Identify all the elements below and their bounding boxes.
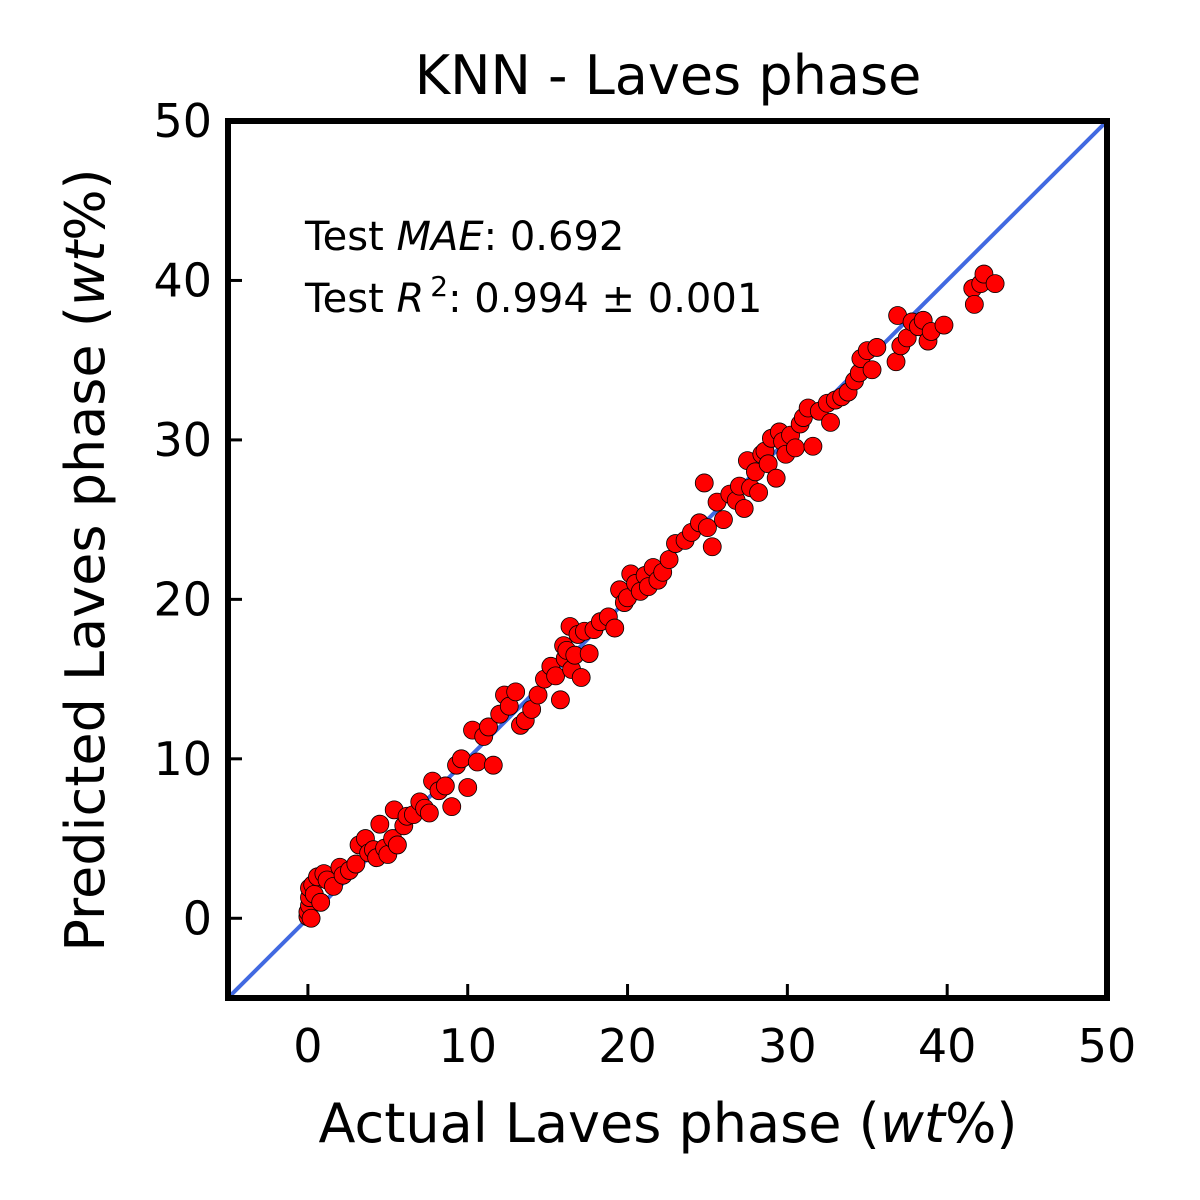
annotation-r2: Test R 2: 0.994 ± 0.001: [304, 270, 762, 322]
data-point: [479, 717, 498, 737]
data-point: [506, 682, 526, 702]
data-point: [803, 436, 823, 456]
data-point: [766, 468, 786, 488]
data-point: [571, 668, 591, 687]
data-point: [702, 537, 722, 557]
data-point: [964, 294, 984, 314]
data-point: [758, 454, 778, 474]
data-point: [605, 618, 625, 638]
chart-title: KNN - Laves phase: [415, 44, 922, 107]
data-point: [714, 510, 733, 530]
y-tick-label: 50: [153, 94, 212, 148]
annotation-mae: Test MAE: 0.692: [304, 214, 624, 260]
data-point: [785, 438, 805, 458]
data-point: [749, 483, 768, 502]
data-point: [435, 776, 455, 796]
data-point: [388, 835, 407, 855]
data-point: [551, 690, 570, 710]
y-tick-label: 30: [153, 413, 212, 467]
x-tick-label: 30: [758, 1019, 817, 1073]
data-point: [419, 803, 439, 823]
y-tick-label: 0: [183, 891, 212, 945]
data-point: [694, 473, 714, 493]
y-axis-label: Predicted Laves phase (wt%): [54, 168, 117, 951]
y-tick-label: 40: [153, 253, 212, 307]
y-tick-label: 20: [153, 572, 212, 626]
data-point: [934, 315, 954, 335]
x-tick-label: 10: [438, 1019, 497, 1073]
x-axis-label: Actual Laves phase (wt%): [319, 1092, 1018, 1155]
x-tick-label: 50: [1078, 1019, 1137, 1073]
plot-marks: [228, 121, 1107, 998]
data-point: [546, 666, 566, 686]
data-point: [451, 749, 471, 769]
data-point: [346, 854, 366, 874]
data-point: [467, 752, 487, 772]
data-point: [821, 412, 840, 432]
x-tick-label: 40: [918, 1019, 977, 1073]
x-tick-label: 0: [293, 1019, 322, 1073]
y-tick-label: 10: [153, 732, 212, 786]
data-point: [311, 892, 331, 912]
data-point: [698, 518, 717, 538]
data-point: [528, 685, 548, 705]
data-point: [985, 274, 1005, 294]
data-point: [886, 352, 906, 372]
data-point: [659, 550, 679, 569]
axis-ticks: 0 10 20 30 40 50 0 10 20 30 40 50: [153, 94, 1136, 1073]
data-point: [734, 499, 754, 518]
data-point: [301, 908, 321, 928]
data-point: [370, 814, 390, 834]
data-point: [867, 338, 887, 357]
data-point: [442, 797, 462, 817]
x-tick-label: 20: [598, 1019, 657, 1073]
data-point: [483, 755, 503, 775]
plot-frame: [225, 118, 1110, 1001]
data-point: [862, 360, 882, 380]
data-point: [579, 644, 599, 663]
data-point: [458, 778, 478, 797]
